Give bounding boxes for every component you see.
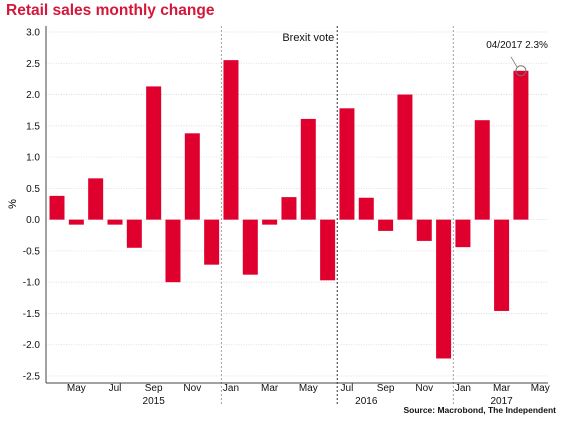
annotation-marker: [515, 65, 527, 77]
annotation-label: 04/2017 2.3%: [486, 40, 548, 51]
y-tick-label: -1.0: [23, 278, 41, 289]
brexit-vote-marker: Brexit vote: [282, 26, 338, 405]
year-label: 2017: [490, 396, 513, 407]
bar: [88, 178, 104, 220]
y-tick-label: 3.0: [26, 28, 40, 39]
bar: [378, 219, 394, 231]
bar: [126, 219, 142, 248]
source-note: Source: Macrobond, The Independent: [403, 405, 556, 415]
x-tick-label: Jan: [223, 383, 239, 394]
y-tick-label: -2.5: [23, 372, 41, 383]
y-tick-label: -0.5: [23, 246, 41, 257]
x-tick-label: Mar: [261, 383, 279, 394]
x-tick-label: Sep: [145, 383, 163, 394]
y-tick-label: 0.0: [26, 215, 40, 226]
bar: [146, 86, 162, 220]
axes: 3.0 2.5 2.0 1.5 1.0 0.5 0.0 -0.5 -1.0 -1.5 -2.0 -2.…: [23, 26, 550, 407]
bar: [223, 60, 239, 220]
bar: [474, 120, 490, 220]
x-tick-label: Nov: [183, 383, 201, 394]
bar: [281, 197, 297, 220]
y-tick-label: 1.5: [26, 121, 40, 132]
bar: [165, 219, 181, 283]
bar: [300, 118, 316, 220]
annotation-leader: [510, 56, 518, 67]
y-tick-label: 1.0: [26, 153, 40, 164]
y-tick-label: 0.5: [26, 184, 40, 195]
year-label: 2015: [143, 396, 166, 407]
bar: [107, 219, 123, 225]
bar: [262, 219, 278, 225]
x-tick-label: Sep: [377, 383, 395, 394]
bar: [513, 70, 529, 220]
bar: [242, 219, 258, 275]
bar: [494, 219, 510, 311]
y-tick-label: -1.5: [23, 309, 41, 320]
y-tick-label: -2.0: [23, 340, 41, 351]
x-tick-label: May: [299, 383, 318, 394]
bar: [68, 219, 84, 225]
bar: [320, 219, 336, 281]
bar: [436, 219, 452, 359]
year-dividers: [220, 26, 454, 405]
bar: [49, 195, 65, 220]
x-tick-label: Jul: [109, 383, 122, 394]
value-annotation: 04/2017 2.3%: [486, 40, 548, 77]
bar: [397, 94, 413, 220]
x-tick-label: Jan: [455, 383, 471, 394]
x-tick-label: May: [531, 383, 550, 394]
chart-title: Retail sales monthly change: [6, 2, 215, 19]
x-tick-label: Jul: [341, 383, 354, 394]
brexit-vote-label: Brexit vote: [282, 32, 334, 44]
x-tick-label: May: [67, 383, 86, 394]
y-axis-label: %: [7, 199, 19, 209]
bar: [204, 219, 220, 265]
bar: [184, 133, 200, 220]
bars: [49, 60, 529, 359]
y-tick-label: 2.0: [26, 90, 40, 101]
bar: [455, 219, 471, 248]
x-tick-label: Nov: [415, 383, 433, 394]
gridlines: [46, 31, 548, 377]
y-tick-label: 2.5: [26, 59, 40, 70]
x-tick-label: Mar: [493, 383, 511, 394]
bar: [416, 219, 432, 241]
bar: [339, 108, 355, 220]
bar: [358, 197, 374, 220]
year-label: 2016: [355, 396, 378, 407]
